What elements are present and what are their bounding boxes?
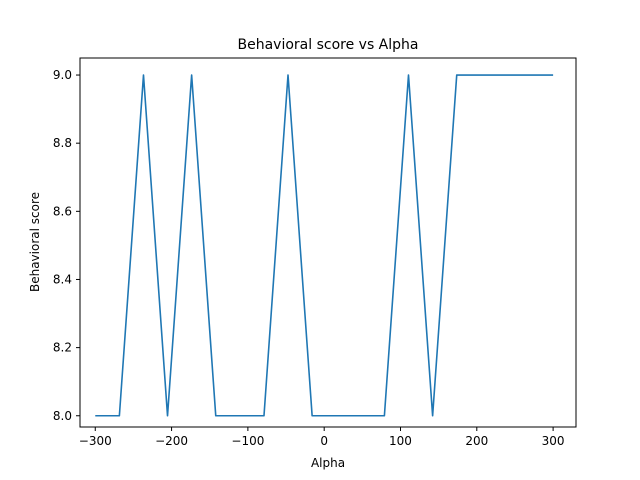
series-line: [95, 74, 554, 417]
y-tick-label: 8.0: [53, 409, 72, 423]
x-tick-label: −300: [79, 434, 112, 448]
x-tick-label: 0: [320, 434, 328, 448]
y-axis-label: Behavioral score: [28, 192, 42, 292]
x-tick-label: 100: [389, 434, 412, 448]
plot-area: [79, 57, 577, 428]
x-tick-label: −100: [231, 434, 264, 448]
x-axis: −300 −200 −100 0 100 200 300: [79, 427, 565, 448]
series-layer: [95, 74, 554, 417]
chart-title: Behavioral score vs Alpha: [238, 37, 419, 53]
y-tick-label: 8.8: [53, 136, 72, 150]
x-tick-label: −200: [155, 434, 188, 448]
y-axis: 8.0 8.2 8.4 8.6 8.8 9.0: [53, 68, 80, 423]
x-tick-label: 200: [465, 434, 488, 448]
y-tick-label: 8.2: [53, 341, 72, 355]
x-tick-label: 300: [542, 434, 565, 448]
y-tick-label: 9.0: [53, 68, 72, 82]
x-axis-label: Alpha: [311, 456, 345, 470]
y-tick-label: 8.6: [53, 204, 72, 218]
y-tick-label: 8.4: [53, 272, 72, 286]
axes-frame: [79, 57, 577, 428]
